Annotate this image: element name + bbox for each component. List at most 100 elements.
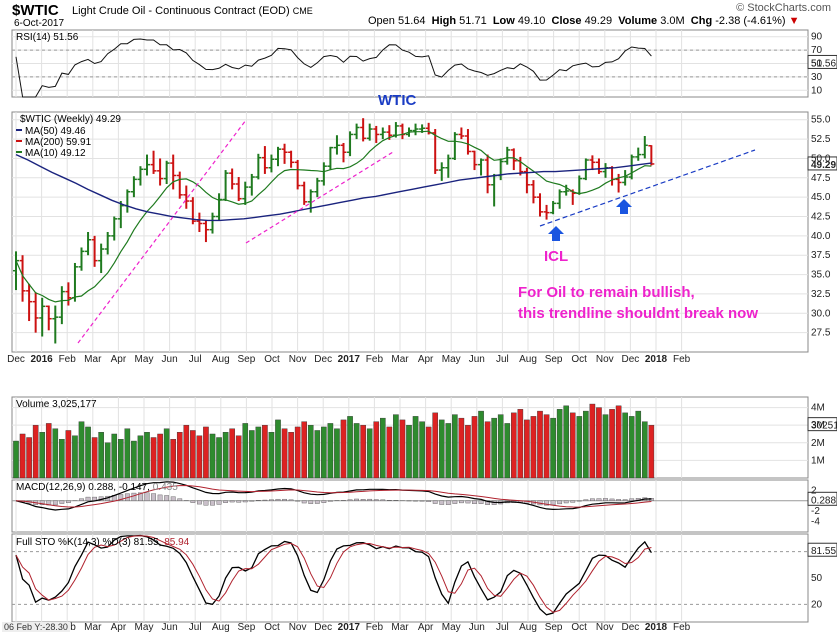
x-tick-label: Aug — [519, 354, 537, 365]
macd-histogram-bar — [138, 492, 143, 502]
volume-bar — [203, 426, 209, 479]
x-tick-label: Dec — [7, 354, 25, 365]
macd-histogram-bar — [65, 500, 71, 503]
volume-bar — [229, 428, 235, 479]
volume-bar — [216, 437, 222, 479]
macd-histogram-bar — [39, 500, 45, 505]
y-tick-label: 27.5 — [811, 328, 831, 339]
volume-bar — [196, 435, 203, 479]
macd-histogram-bar — [203, 500, 209, 506]
macd-histogram-bar — [177, 498, 183, 501]
x-tick-label: Dec — [314, 354, 332, 365]
macd-histogram-bar — [373, 499, 379, 501]
x-tick-label: Jul — [496, 622, 509, 633]
macd-histogram-bar — [347, 499, 353, 502]
macd-last-badge — [807, 491, 837, 506]
volume-bar — [393, 414, 399, 479]
volume-bar — [386, 426, 393, 479]
y-tick-label: 37.5 — [811, 250, 831, 261]
x-tick-label: Oct — [571, 622, 587, 633]
volume-bar — [72, 435, 78, 479]
volume-bar — [458, 417, 465, 479]
macd-histogram-bar — [79, 498, 84, 501]
x-tick-label: Jul — [189, 622, 202, 633]
y-tick-label: 50.0 — [811, 153, 831, 164]
macd-histogram-bar — [144, 492, 150, 501]
x-tick-label: Aug — [212, 622, 230, 633]
x-tick-label: Jun — [162, 354, 178, 365]
macd-histogram-bar — [478, 500, 484, 504]
volume-bar — [150, 437, 157, 479]
macd-histogram-bar — [242, 500, 248, 503]
x-tick-label: Sep — [545, 354, 563, 365]
x-tick-label: Apr — [418, 622, 434, 633]
macd-histogram-bar — [426, 500, 432, 502]
macd-histogram-bar — [557, 500, 563, 505]
rsi-line — [15, 38, 652, 98]
x-tick-label: Feb — [673, 354, 691, 365]
x-tick-label: 2016 — [30, 354, 53, 365]
y-tick-label: 30 — [811, 72, 823, 83]
y-tick-label: -4 — [811, 517, 820, 528]
macd-histogram-bar — [596, 498, 602, 502]
macd-histogram-bar — [282, 498, 287, 502]
volume-bar — [275, 419, 281, 479]
volume-bar — [622, 412, 628, 479]
macd-histogram-bar — [622, 499, 628, 501]
volume-bar — [465, 424, 471, 479]
x-tick-label: Feb — [366, 354, 384, 365]
trendline-2016 — [77, 119, 247, 344]
macd-histogram-bar — [85, 496, 91, 502]
volume-bar — [117, 439, 124, 479]
macd-histogram-bar — [229, 500, 235, 503]
volume-panel: Volume 3,025,177 3025177 — [13, 399, 837, 479]
y-tick-label: 47.5 — [811, 173, 831, 184]
volume-bar — [301, 421, 308, 479]
volume-bar — [589, 403, 596, 479]
volume-bar — [288, 432, 294, 479]
volume-bar — [144, 432, 150, 479]
volume-bar — [530, 416, 537, 479]
x-tick-label: 2017 — [338, 622, 361, 633]
volume-bar — [569, 412, 576, 479]
macd-signal-line — [15, 484, 652, 508]
rsi-panel: RSI(14) 51.56 51.56 — [12, 32, 837, 98]
volume-bar — [307, 424, 314, 479]
volume-bar — [59, 439, 65, 479]
y-tick-label: 20 — [811, 599, 823, 610]
macd-panel: MACD(12,26,9) 0.288, -0.147, 0.435 0.288 — [12, 481, 837, 511]
x-tick-label: Dec — [622, 622, 640, 633]
y-tick-label: 35.0 — [811, 270, 831, 281]
y-tick-label: 50 — [811, 573, 823, 584]
volume-bar — [635, 410, 642, 479]
x-tick-label: Sep — [238, 622, 256, 633]
volume-bar — [111, 433, 118, 479]
sto-legend-d: 85.94 — [164, 537, 189, 548]
macd-histogram-bar — [386, 500, 392, 501]
macd-histogram-bar — [295, 500, 301, 502]
copyright: © StockCharts.com — [736, 2, 831, 14]
volume-bar — [602, 414, 609, 479]
macd-histogram-bar — [164, 495, 170, 501]
sto-k-line — [15, 534, 652, 616]
x-tick-label: Mar — [391, 354, 409, 365]
macd-histogram-bar — [223, 500, 228, 503]
volume-bar — [334, 428, 340, 479]
rsi-last-value: 51.56 — [811, 58, 836, 69]
x-tick-label: Sep — [238, 354, 256, 365]
macd-histogram-bar — [255, 500, 261, 501]
volume-bar — [124, 428, 131, 479]
macd-histogram-bar — [393, 500, 399, 502]
volume-bar — [360, 424, 366, 479]
volume-legend: Volume 3,025,177 — [16, 399, 97, 410]
x-tick-label: Sep — [545, 622, 563, 633]
volume-bar — [511, 412, 517, 479]
x-tick-label: Dec — [314, 622, 332, 633]
annotation-title: WTIC — [378, 92, 417, 109]
y-tick-label: 32.5 — [811, 289, 831, 300]
macd-histogram-bar — [196, 500, 202, 505]
y-tick-label: 90 — [811, 32, 823, 43]
volume-last-badge — [807, 417, 837, 432]
stochastic-panel: Full STO %K(14,3) %D(3) 81.55, 85.94 81.5… — [12, 534, 837, 616]
y-tick-label: -2 — [811, 506, 820, 517]
